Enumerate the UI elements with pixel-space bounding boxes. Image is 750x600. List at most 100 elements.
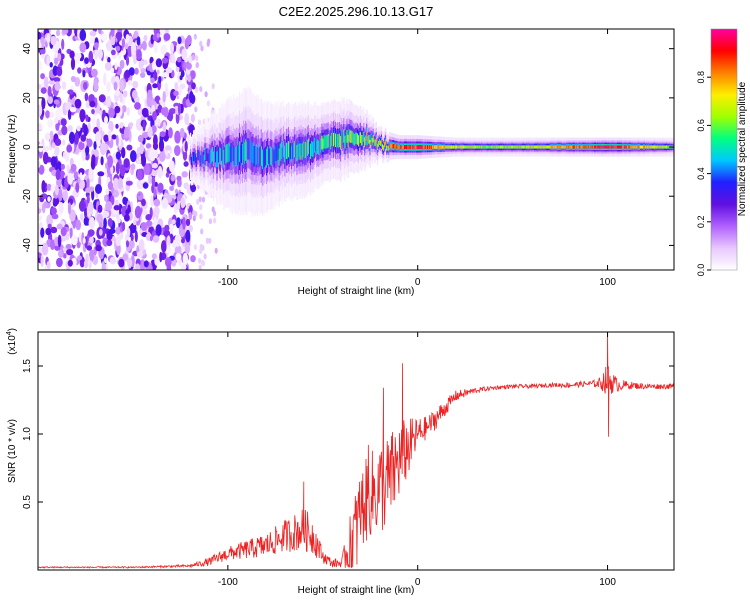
spectrogram-signal-cell xyxy=(540,145,542,149)
spectrogram-signal-cell xyxy=(489,145,491,149)
spectrogram-noise-cell xyxy=(40,52,46,59)
spectrogram-noise-cell xyxy=(67,89,74,95)
spectrogram-signal-cell xyxy=(222,145,224,163)
spectrogram-signal-cell xyxy=(371,137,373,146)
spectrogram-noise-cell xyxy=(142,119,146,132)
spectrogram-signal-cell xyxy=(408,145,410,150)
spectrogram-signal-cell xyxy=(200,155,202,167)
spectrogram-noise-cell xyxy=(75,52,81,64)
spectrogram-noise-cell xyxy=(208,218,212,225)
spectrogram-signal-cell xyxy=(645,145,647,149)
spectrogram-noise-cell xyxy=(185,218,191,227)
spectrogram-noise-cell xyxy=(62,151,66,159)
spectrogram-signal-cell xyxy=(332,132,335,147)
spectrogram-signal-cell xyxy=(248,138,250,160)
spectrogram-signal-cell xyxy=(507,145,509,149)
figure-title: C2E2.2025.296.10.13.G17 xyxy=(279,4,434,19)
spectrogram-signal-cell xyxy=(662,145,665,149)
spectrogram-noise-cell xyxy=(124,214,130,222)
spectrogram-noise-cell xyxy=(41,242,49,256)
spectrogram-signal-cell xyxy=(243,138,245,160)
spectrogram-noise-cell xyxy=(40,254,44,267)
spectrogram-noise-cell xyxy=(94,42,99,50)
spectrogram-signal-cell xyxy=(285,142,288,159)
spectrogram-signal-cell xyxy=(257,143,260,164)
spectrogram-signal-cell xyxy=(308,141,311,157)
spectrogram-noise-cell xyxy=(134,102,141,110)
spectrogram-noise-cell xyxy=(97,49,103,59)
spectrogram-noise-cell xyxy=(50,156,57,167)
colorbar-tick-label: 0.8 xyxy=(696,71,706,84)
spectrogram-noise-cell xyxy=(150,77,155,84)
spectrogram-noise-cell xyxy=(38,123,43,131)
spectrogram-signal-cell xyxy=(636,145,639,149)
spectrogram-signal-cell xyxy=(407,145,409,150)
spectrogram-signal-cell xyxy=(209,150,211,165)
spectrogram-noise-cell xyxy=(47,196,51,202)
spectrogram-noise-cell xyxy=(104,194,108,202)
spectrogram-signal-cell xyxy=(626,145,628,149)
spectrogram-signal-cell xyxy=(447,145,450,149)
spectrogram-signal-cell xyxy=(535,145,537,149)
spectrogram-signal-cell xyxy=(667,145,669,149)
spectrogram-noise-cell xyxy=(67,125,73,132)
spectrogram-frame xyxy=(37,28,675,271)
spectrogram-noise-cell xyxy=(60,118,67,126)
spectrogram-signal-cell xyxy=(231,147,233,168)
spectrogram-signal-cell xyxy=(466,145,468,149)
spectrogram-signal-cell xyxy=(601,145,603,149)
spectrogram-signal-cell xyxy=(235,145,238,166)
spectrogram-noise-cell xyxy=(79,109,86,121)
spectrogram-y-tick-label: -20 xyxy=(22,189,33,204)
spectrogram-noise-cell xyxy=(38,60,43,71)
spectrogram-signal-cell xyxy=(590,145,593,149)
spectrogram-noise-cell xyxy=(61,38,65,51)
spectrogram-signal-cell xyxy=(627,145,629,149)
spectrogram-noise-cell xyxy=(140,72,146,78)
spectrogram-signal-cell xyxy=(320,138,322,153)
spectrogram-noise-cell xyxy=(143,59,148,65)
spectrogram-signal-cell xyxy=(519,145,522,149)
spectrogram-noise-cell xyxy=(180,197,186,209)
spectrogram-noise-cell xyxy=(115,162,120,175)
spectrogram-noise-cell xyxy=(181,263,187,270)
spectrogram-noise-cell xyxy=(40,193,48,199)
spectrogram-signal-cell xyxy=(398,145,400,150)
spectrogram-signal-cell xyxy=(647,145,649,149)
spectrogram-noise-cell xyxy=(129,122,134,128)
spectrogram-signal-cell xyxy=(342,132,344,146)
spectrogram-noise-cell xyxy=(83,81,88,90)
spectrogram-signal-cell xyxy=(239,141,241,162)
spectrogram-noise-cell xyxy=(56,177,62,188)
spectrogram-signal-cell xyxy=(311,140,313,157)
spectrogram-signal-cell xyxy=(315,136,317,151)
spectrogram-noise-cell xyxy=(107,40,112,51)
spectrogram-signal-cell xyxy=(252,142,254,164)
spectrogram-signal-cell xyxy=(212,151,215,167)
spectrogram-noise-cell xyxy=(108,228,116,234)
spectrogram-signal-cell xyxy=(630,145,632,149)
spectrogram-signal-cell xyxy=(503,145,505,149)
spectrogram-noise-cell xyxy=(69,226,73,239)
spectrogram-noise-cell xyxy=(67,202,72,215)
spectrogram-noise-cell xyxy=(106,95,112,108)
spectrogram-signal-cell xyxy=(646,145,648,149)
spectrogram-noise-cell xyxy=(96,213,103,224)
spectrogram-signal-cell xyxy=(610,145,612,149)
spectrogram-noise-cell xyxy=(103,72,107,86)
spectrogram-noise-cell xyxy=(54,185,59,196)
spectrogram-noise-cell xyxy=(91,154,96,166)
spectrogram-signal-cell xyxy=(575,145,577,149)
spectrogram-noise-cell xyxy=(56,67,63,77)
spectrogram-noise-cell xyxy=(187,74,192,83)
spectrogram-y-tick-label: 0 xyxy=(22,144,33,150)
spectrogram-signal-cell xyxy=(330,132,333,147)
spectrogram-noise-cell xyxy=(149,235,153,242)
spectrogram-signal-cell xyxy=(547,145,549,149)
spectrogram-noise-cell xyxy=(88,167,94,180)
spectrogram-signal-cell xyxy=(287,142,289,159)
spectrogram-noise-cell xyxy=(151,162,158,169)
spectrogram-x-tick-label: 0 xyxy=(415,277,421,288)
spectrogram-noise-cell xyxy=(48,79,55,85)
spectrogram-noise-cell xyxy=(58,249,63,258)
